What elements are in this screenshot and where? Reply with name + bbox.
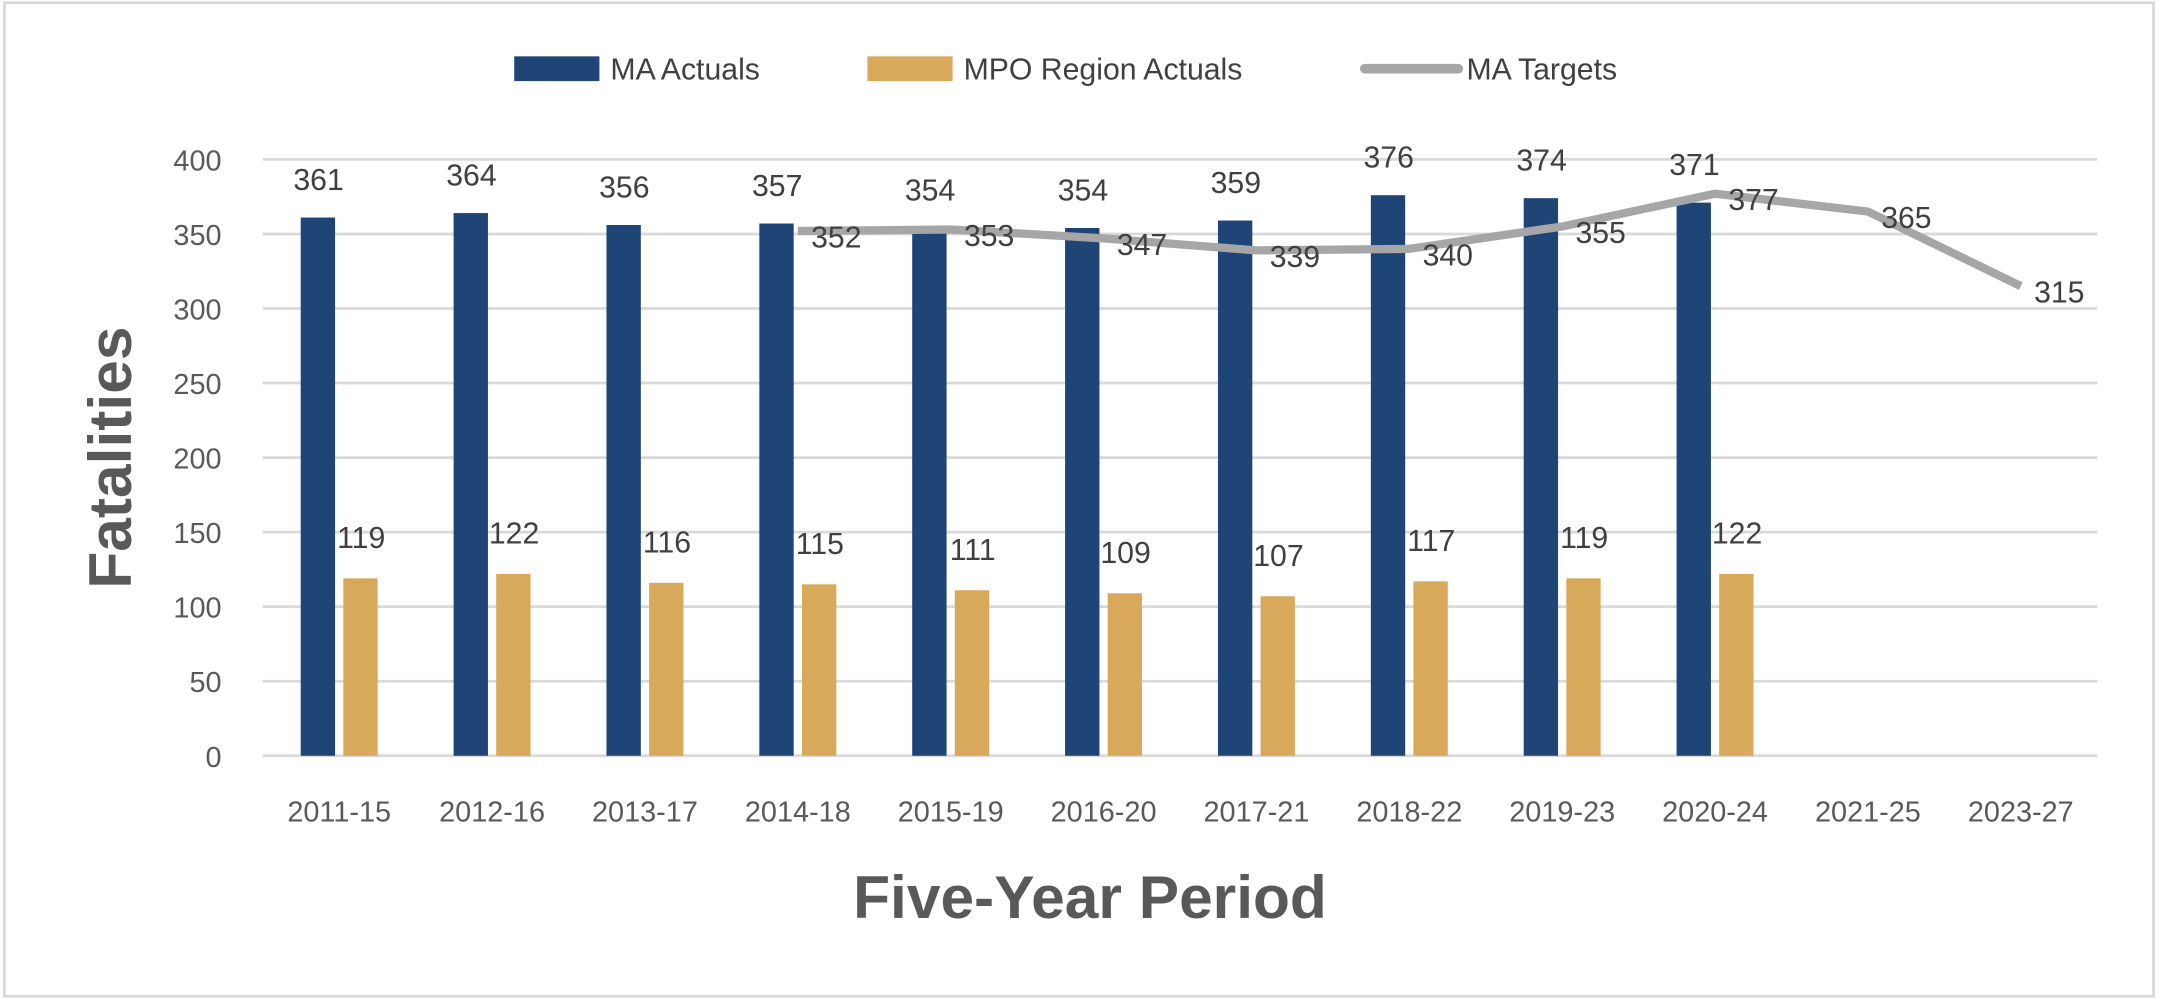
ma-actuals-bar (1370, 195, 1406, 756)
y-tick-label: 250 (173, 369, 221, 401)
mpo-region-actuals-bar (1260, 596, 1295, 756)
y-tick-label: 300 (173, 294, 221, 326)
ma-targets-data-label: 340 (1423, 239, 1473, 272)
mpo-region-actuals-bar (496, 573, 531, 756)
x-axis-title: Five-Year Period (853, 863, 1327, 931)
mpo-region-actuals-data-label: 107 (1253, 540, 1303, 573)
y-tick-label: 100 (173, 593, 221, 625)
ma-actuals-data-label: 359 (1211, 167, 1261, 200)
ma-actuals-bar (1217, 220, 1253, 756)
legend-swatch-mpo-region-actuals (867, 56, 953, 82)
ma-actuals-data-label: 374 (1516, 145, 1566, 178)
legend-label-ma-actuals: MA Actuals (610, 54, 759, 87)
mpo-region-actuals-data-label: 122 (489, 518, 539, 551)
mpo-region-actuals-bar (649, 582, 684, 756)
ma-targets-data-label: 353 (964, 220, 1014, 253)
x-tick-label: 2020-24 (1662, 797, 1768, 829)
x-tick-label: 2011-15 (287, 797, 391, 829)
ma-targets-data-label: 365 (1881, 202, 1931, 235)
mpo-region-actuals-data-label: 109 (1100, 537, 1150, 570)
mpo-region-actuals-data-label: 119 (337, 522, 385, 555)
ma-actuals-bar (1523, 198, 1559, 756)
ma-actuals-bar (1676, 202, 1711, 756)
ma-targets-data-label: 355 (1575, 217, 1625, 250)
x-tick-label: 2017-21 (1204, 797, 1310, 829)
y-tick-label: 350 (173, 220, 221, 252)
x-tick-label: 2019-23 (1509, 797, 1615, 829)
mpo-region-actuals-data-label: 111 (950, 534, 996, 567)
y-tick-label: 400 (173, 145, 221, 177)
ma-actuals-bar (300, 217, 336, 756)
mpo-region-actuals-bar (1413, 581, 1448, 756)
x-tick-label: 2018-22 (1356, 797, 1462, 829)
y-tick-label: 200 (173, 444, 221, 476)
legend-label-mpo-region-actuals: MPO Region Actuals (964, 54, 1243, 87)
ma-actuals-bar (759, 223, 794, 756)
ma-actuals-data-label: 357 (752, 170, 802, 203)
ma-actuals-data-label: 364 (446, 160, 496, 193)
legend-swatch-ma-actuals (514, 56, 600, 82)
mpo-region-actuals-data-label: 122 (1712, 518, 1762, 551)
ma-actuals-data-label: 356 (599, 172, 649, 205)
ma-actuals-bar (606, 225, 641, 756)
mpo-region-actuals-data-label: 117 (1407, 525, 1455, 558)
mpo-region-actuals-bar (954, 590, 990, 756)
y-tick-label: 0 (205, 742, 221, 774)
ma-actuals-data-label: 376 (1363, 142, 1413, 175)
mpo-region-actuals-data-label: 119 (1560, 522, 1608, 555)
mpo-region-actuals-data-label: 116 (643, 527, 691, 560)
ma-targets-data-label: 339 (1270, 241, 1320, 274)
x-tick-label: 2014-18 (745, 797, 851, 829)
ma-actuals-bar (453, 213, 488, 756)
mpo-region-actuals-bar (1719, 573, 1754, 756)
mpo-region-actuals-bar (1107, 593, 1143, 756)
x-tick-label: 2012-16 (439, 797, 545, 829)
x-tick-label: 2016-20 (1051, 797, 1157, 829)
y-tick-label: 50 (189, 667, 221, 699)
y-axis-title: Fatalities (76, 327, 144, 589)
ma-actuals-data-label: 354 (1058, 175, 1108, 208)
x-tick-label: 2013-17 (592, 797, 698, 829)
ma-targets-data-label: 347 (1117, 229, 1167, 262)
mpo-region-actuals-data-label: 115 (796, 528, 844, 561)
ma-targets-data-label: 352 (811, 221, 861, 254)
ma-actuals-data-label: 371 (1669, 149, 1719, 182)
y-tick-label: 150 (173, 518, 221, 550)
mpo-region-actuals-bar (343, 578, 378, 756)
x-tick-label: 2021-25 (1815, 797, 1921, 829)
legend-label-ma-targets: MA Targets (1467, 54, 1618, 87)
ma-targets-data-label: 315 (2034, 277, 2084, 310)
x-tick-label: 2023-27 (1968, 797, 2074, 829)
mpo-region-actuals-bar (801, 584, 837, 756)
ma-actuals-data-label: 354 (905, 175, 955, 208)
ma-actuals-bar (1065, 227, 1100, 756)
ma-actuals-data-label: 361 (293, 164, 343, 197)
ma-targets-data-label: 377 (1728, 184, 1778, 217)
x-tick-label: 2015-19 (898, 797, 1004, 829)
ma-actuals-bar (912, 227, 947, 756)
mpo-region-actuals-bar (1566, 578, 1601, 756)
